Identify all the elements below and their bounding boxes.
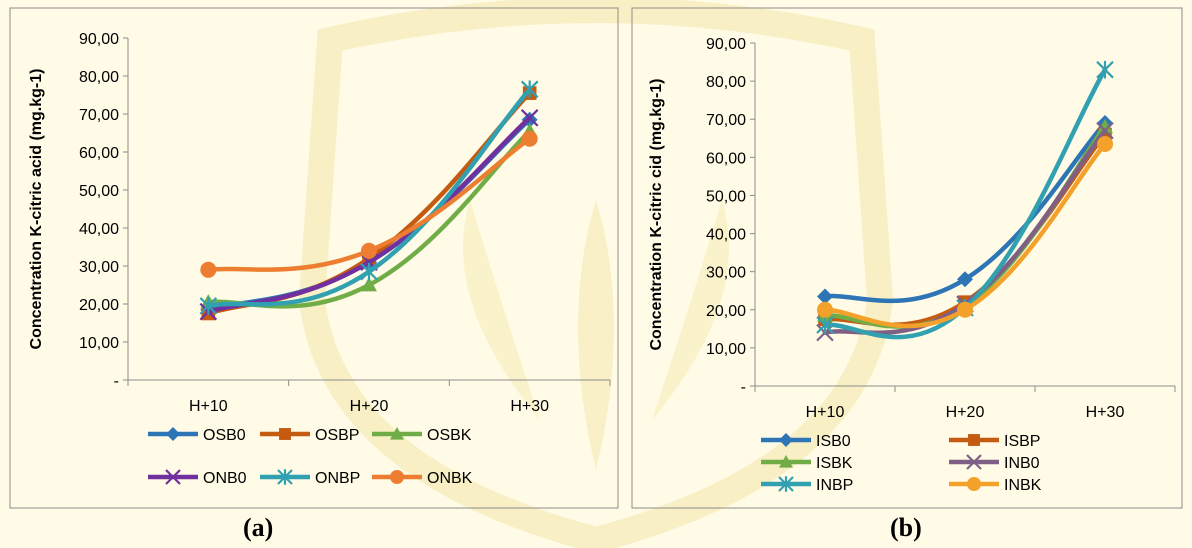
y-tick-label: 70,00 [706, 112, 746, 129]
x-tick-label: H+30 [1086, 404, 1125, 421]
marker-circle [967, 477, 981, 491]
series-onbp [199, 80, 539, 315]
marker-star [816, 316, 834, 334]
series-inbk [817, 135, 1113, 329]
watermark-shield [298, 0, 894, 548]
legend-label: ISBP [1004, 433, 1040, 450]
legend-label: OSB0 [203, 427, 246, 444]
marker-x [1096, 121, 1114, 140]
y-axis-label: Concentration K-citric acid (mg.kg-1) [28, 69, 45, 350]
series-isb0 [817, 115, 1113, 305]
y-tick-label: - [114, 373, 119, 390]
y-tick-label: 80,00 [79, 69, 119, 86]
watermark-leaf-right [652, 200, 729, 420]
legend-item: ISBP [949, 433, 1040, 450]
y-tick-label: - [741, 379, 746, 396]
chart-frame [631, 7, 1183, 509]
y-tick-label: 60,00 [706, 150, 746, 167]
marker-diamond [166, 427, 180, 441]
x-tick-label: H+20 [946, 404, 985, 421]
y-tick-label: 70,00 [79, 107, 119, 124]
legend-label: ISB0 [816, 433, 851, 450]
marker-circle [390, 470, 404, 484]
marker-x [165, 469, 181, 485]
y-tick-label: 50,00 [706, 188, 746, 205]
marker-diamond [779, 433, 793, 447]
y-tick-label: 80,00 [706, 74, 746, 91]
legend-label: INB0 [1004, 455, 1040, 472]
watermark-leaf-left [463, 200, 540, 420]
marker-circle [200, 261, 217, 278]
legend-label: INBP [816, 477, 853, 494]
caption-a: (a) [243, 513, 274, 542]
marker-triangle [390, 427, 404, 440]
legend-label: OSBP [315, 427, 359, 444]
y-tick-label: 30,00 [706, 265, 746, 282]
marker-star [1096, 60, 1114, 79]
marker-triangle [361, 277, 377, 292]
y-tick-label: 10,00 [706, 341, 746, 358]
y-tick-label: 10,00 [79, 335, 119, 352]
marker-star [199, 297, 218, 315]
series-isbp [818, 127, 1112, 328]
marker-x [966, 454, 982, 470]
legend-item: ONB0 [148, 469, 247, 487]
legend-item: INB0 [949, 454, 1040, 472]
marker-star [360, 262, 378, 281]
y-tick-label: 50,00 [79, 183, 119, 200]
y-tick-label: 90,00 [79, 31, 119, 48]
marker-circle [817, 301, 833, 318]
marker-square [968, 434, 980, 446]
x-tick-label: H+30 [510, 398, 549, 415]
marker-circle [1097, 135, 1113, 152]
y-tick-label: 60,00 [79, 145, 119, 162]
marker-star [277, 469, 293, 485]
marker-triangle [1097, 118, 1113, 134]
y-tick-label: 20,00 [706, 303, 746, 320]
legend-item: INBP [761, 476, 853, 494]
caption-b: (b) [890, 513, 922, 542]
marker-circle [957, 301, 973, 318]
marker-circle [521, 130, 538, 147]
chart-frame [9, 7, 619, 509]
legend-item: ONBK [372, 470, 473, 487]
marker-star [778, 476, 794, 492]
marker-square [279, 428, 291, 440]
legend-label: ONBP [315, 470, 360, 487]
marker-x [520, 109, 539, 127]
marker-diamond [817, 288, 833, 305]
y-tick-label: 40,00 [706, 227, 746, 244]
legend-item: OSBP [260, 427, 359, 444]
marker-triangle [779, 455, 793, 468]
legend-item: ISBK [761, 455, 853, 472]
legend-label: INBK [1004, 477, 1042, 494]
marker-diamond [957, 271, 973, 288]
legend-label: OSBK [427, 427, 472, 444]
x-tick-label: H+10 [806, 404, 845, 421]
legend-label: ISBK [816, 455, 853, 472]
y-tick-label: 20,00 [79, 297, 119, 314]
x-tick-label: H+10 [189, 398, 228, 415]
legend-label: ONB0 [203, 470, 247, 487]
legend-item: INBK [949, 477, 1042, 494]
legend-item: OSB0 [148, 427, 246, 444]
y-tick-label: 30,00 [79, 259, 119, 276]
legend-item: ISB0 [761, 433, 851, 450]
legend-label: ONBK [427, 470, 473, 487]
marker-circle [361, 242, 377, 259]
y-tick-label: 90,00 [706, 36, 746, 53]
x-tick-label: H+20 [350, 398, 389, 415]
legend-item: OSBK [372, 427, 472, 444]
legend-item: ONBP [260, 469, 360, 487]
y-tick-label: 40,00 [79, 221, 119, 238]
watermark-leaf [578, 200, 614, 470]
series-onbk [200, 130, 538, 278]
y-axis-label: Concentration K-citric cid (mg.kg-1) [648, 78, 665, 350]
marker-star [520, 80, 539, 99]
